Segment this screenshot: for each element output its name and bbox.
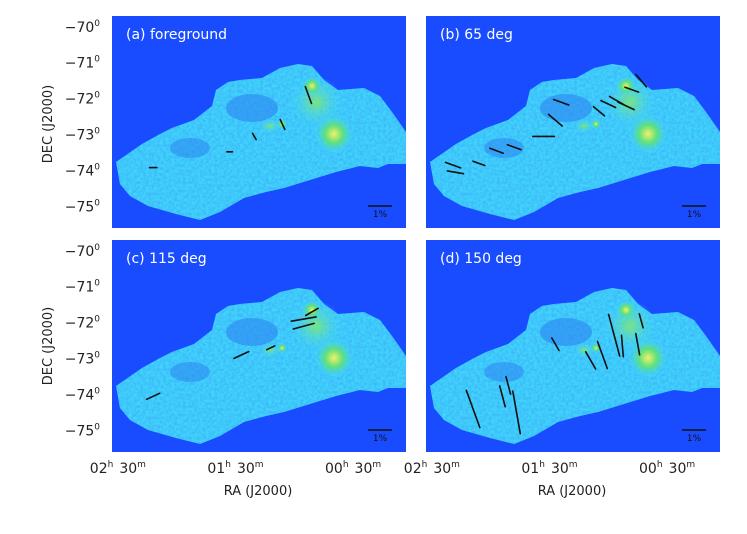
- polarization-vector: [607, 313, 621, 357]
- polarization-vector: [498, 385, 506, 408]
- polarization-vector: [552, 98, 570, 106]
- x-axis-label-right: RA (J2000): [538, 484, 607, 499]
- polarization-vector: [446, 170, 465, 175]
- x-tick-label: 00h 30m: [639, 460, 695, 477]
- panel-b: (b) 65 deg 1%: [426, 16, 720, 228]
- y-tick-label: −700: [65, 243, 101, 260]
- polarization-vector: [624, 86, 640, 93]
- y-tick-label: −740: [65, 387, 101, 404]
- y-tick-label: −740: [65, 163, 101, 180]
- polarization-vector: [620, 334, 625, 358]
- polarization-vector: [608, 95, 625, 106]
- y-tick-label: −750: [65, 422, 101, 439]
- y-tick-label: −720: [65, 91, 101, 108]
- polarization-vector: [444, 161, 462, 169]
- scale-bar-label: 1%: [687, 434, 702, 444]
- polarization-vector: [600, 99, 617, 109]
- panel-title: (d) 150 deg: [440, 251, 522, 267]
- y-tick-label: −720: [65, 315, 101, 332]
- y-axis-label-top: DEC (J2000): [41, 85, 56, 164]
- panel-title: (b) 65 deg: [440, 27, 513, 43]
- y-tick-label: −700: [65, 19, 101, 36]
- panel-title: (a) foreground: [126, 27, 227, 43]
- polarization-vector: [465, 389, 481, 429]
- scale-bar-label: 1%: [373, 434, 388, 444]
- panel-d: (d) 150 deg 1%: [426, 240, 720, 452]
- y-tick-label: −710: [65, 55, 101, 72]
- polarization-vector: [506, 143, 522, 151]
- polarization-vector: [635, 73, 648, 88]
- y-axis-label-bottom: DEC (J2000): [41, 307, 56, 386]
- polarization-vector: [265, 345, 276, 351]
- panel-a: (a) foreground 1%: [112, 16, 406, 228]
- polarization-vector: [304, 307, 319, 317]
- x-tick-label: 01h 30m: [207, 460, 263, 477]
- y-tick-label: −730: [65, 351, 101, 368]
- polarization-vector: [233, 350, 250, 360]
- x-tick-label: 00h 30m: [325, 460, 381, 477]
- polarization-vector: [304, 85, 313, 105]
- polarization-vector: [290, 316, 317, 322]
- x-axis-label-left: RA (J2000): [224, 484, 293, 499]
- polarization-vector: [547, 113, 563, 127]
- panel-title: (c) 115 deg: [126, 251, 207, 267]
- y-tick-label: −750: [65, 198, 101, 215]
- polarization-vector: [596, 340, 609, 370]
- x-tick-label: 02h 30m: [404, 460, 460, 477]
- x-tick-label: 02h 30m: [90, 460, 146, 477]
- polarization-vector: [251, 132, 257, 141]
- scale-bar-label: 1%: [687, 210, 702, 220]
- polarization-vector: [551, 337, 560, 352]
- y-tick-label: −730: [65, 127, 101, 144]
- polarization-vector: [145, 392, 161, 401]
- polarization-vector: [279, 118, 286, 131]
- polarization-vector: [638, 313, 644, 329]
- polarization-vector: [635, 332, 641, 356]
- polarization-vector: [292, 322, 315, 330]
- x-tick-label: 01h 30m: [521, 460, 577, 477]
- y-tick-label: −710: [65, 279, 101, 296]
- polarization-vector: [592, 105, 606, 117]
- polarization-vector: [505, 376, 512, 395]
- polarization-vector: [488, 147, 505, 154]
- polarization-vector: [472, 160, 486, 167]
- panel-c: (c) 115 deg 1%: [112, 240, 406, 452]
- polarization-vector: [584, 351, 597, 370]
- polarization-vector: [512, 390, 522, 435]
- scale-bar-label: 1%: [373, 210, 388, 220]
